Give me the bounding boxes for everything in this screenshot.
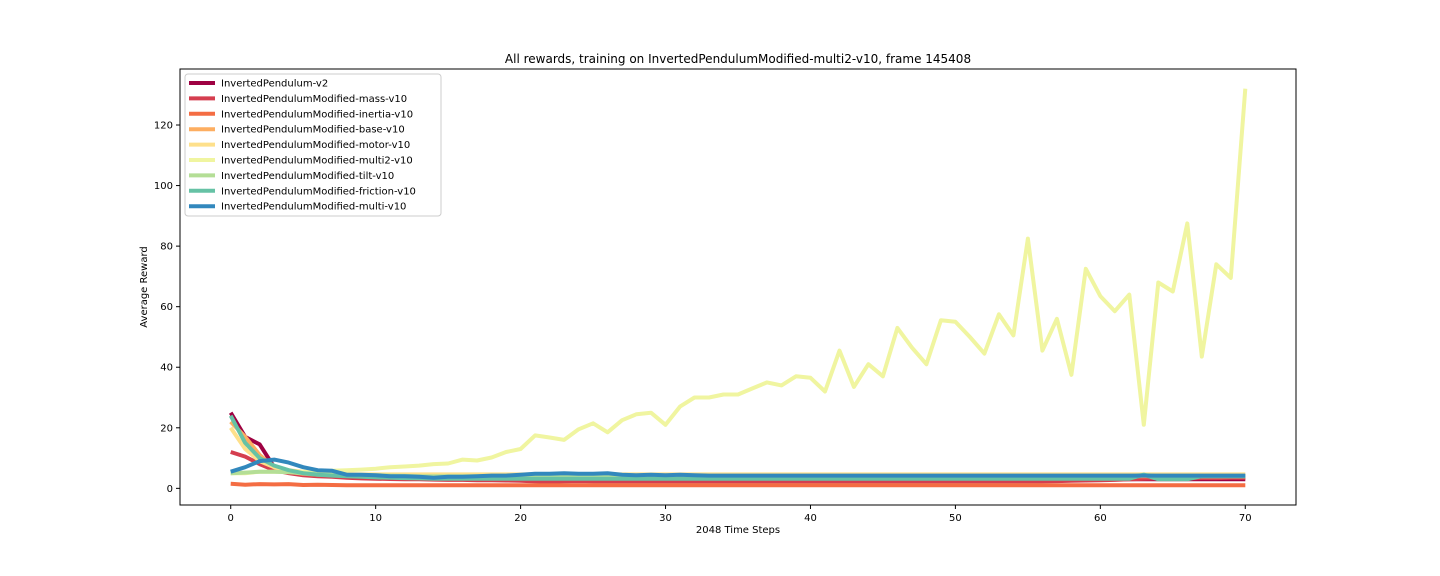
legend-label-6: InvertedPendulumModified-tilt-v10 <box>221 171 394 182</box>
series-line-5 <box>230 88 1248 476</box>
x-tick-label-0: 0 <box>228 513 234 524</box>
x-tick-label-3: 30 <box>659 513 672 524</box>
y-tick-label-6: 120 <box>154 121 173 132</box>
x-axis-label: 2048 Time Steps <box>696 525 780 536</box>
y-tick-label-2: 40 <box>160 363 173 374</box>
legend-label-3: InvertedPendulumModified-base-v10 <box>221 125 405 136</box>
y-axis-label: Average Reward <box>139 246 150 327</box>
y-axis: 0 20 40 60 80 100 120 <box>154 121 180 495</box>
legend-label-2: InvertedPendulumModified-inertia-v10 <box>221 109 413 120</box>
legend-label-5: InvertedPendulumModified-multi2-v10 <box>221 156 413 167</box>
legend-label-1: InvertedPendulumModified-mass-v10 <box>221 94 407 105</box>
legend-label-8: InvertedPendulumModified-multi-v10 <box>221 202 406 213</box>
legend-label-4: InvertedPendulumModified-motor-v10 <box>221 140 410 151</box>
legend-label-7: InvertedPendulumModified-friction-v10 <box>221 186 416 197</box>
x-tick-label-7: 70 <box>1239 513 1252 524</box>
legend: InvertedPendulum-v2 InvertedPendulumModif… <box>184 73 442 217</box>
y-tick-label-4: 80 <box>160 242 173 253</box>
y-tick-label-0: 0 <box>167 484 173 495</box>
y-tick-label-3: 60 <box>160 302 173 313</box>
plot-area <box>228 88 1248 488</box>
x-axis: 0 10 20 30 40 50 60 70 <box>228 505 1252 524</box>
x-tick-label-6: 60 <box>1094 513 1107 524</box>
chart-title: All rewards, training on InvertedPendulu… <box>505 52 971 66</box>
series-line-8 <box>230 457 1246 480</box>
legend-label-0: InvertedPendulum-v2 <box>221 79 328 90</box>
legend-box <box>184 73 442 217</box>
x-tick-label-5: 50 <box>949 513 962 524</box>
y-tick-label-5: 100 <box>154 181 173 192</box>
plot-frame <box>179 68 1297 506</box>
x-tick-label-1: 10 <box>369 513 382 524</box>
y-tick-label-1: 20 <box>160 423 173 434</box>
x-tick-label-2: 20 <box>514 513 527 524</box>
series-line-2 <box>230 481 1246 488</box>
x-tick-label-4: 40 <box>804 513 817 524</box>
